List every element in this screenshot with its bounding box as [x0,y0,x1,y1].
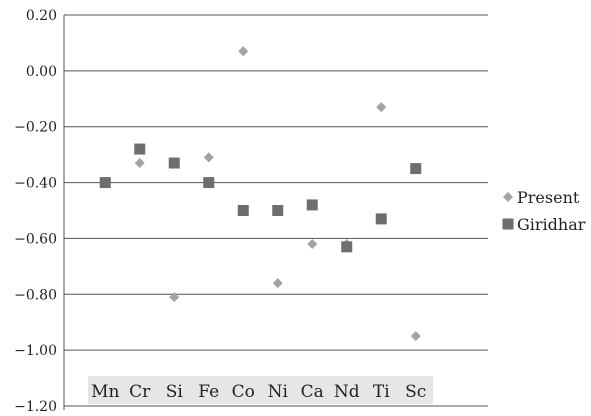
point-giridhar-ti [375,213,387,225]
category-labels: Mn Cr Si Fe Co Ni Ca Nd Ti Sc [88,376,433,404]
y-tick-label: −1.00 [14,343,57,359]
category-label-ni: Ni [268,382,289,402]
legend-label-present: Present [517,188,580,207]
point-present-fe [203,152,214,163]
y-tick-label: −0.40 [14,176,57,192]
point-giridhar-fe [203,177,215,189]
y-tick-label: 0.00 [26,64,57,80]
point-giridhar-mn [99,177,111,189]
gridlines [64,14,488,407]
point-present-cr [134,158,145,169]
point-present-si [169,292,180,303]
legend-marker-present [503,192,513,202]
category-label-fe: Fe [198,382,219,402]
legend-marker-giridhar [502,218,514,230]
category-label-nd: Nd [334,382,360,402]
y-tick-label: −0.80 [14,287,57,303]
point-present-sc [410,331,421,342]
category-label-cr: Cr [129,382,151,402]
point-giridhar-sc [410,163,422,175]
point-giridhar-nd [341,241,353,253]
point-giridhar-si [168,157,180,169]
point-giridhar-co [237,205,249,216]
point-present-ca [307,239,318,250]
legend-label-giridhar: Giridhar [517,215,586,234]
point-present-ti [376,102,387,113]
category-label-co: Co [232,382,255,402]
data-points [99,46,422,342]
y-tick-label: −0.60 [14,231,57,247]
point-present-ni [272,278,283,289]
y-tick-label: −0.20 [14,120,57,136]
point-giridhar-ca [306,199,318,211]
point-giridhar-cr [134,143,146,155]
category-label-sc: Sc [405,382,426,402]
category-label-ti: Ti [373,382,390,402]
category-label-mn: Mn [91,382,119,402]
point-giridhar-ni [272,205,284,216]
category-label-si: Si [166,382,184,402]
legend: Present Giridhar [502,188,586,234]
category-label-band [88,376,433,404]
y-tick-label: −1.20 [14,399,57,415]
y-tick-labels: 0.20 0.00 −0.20 −0.40 −0.60 −0.80 −1.00 −1.20 [14,8,57,415]
point-present-co [238,46,249,57]
y-tick-label: 0.20 [26,8,57,24]
category-label-ca: Ca [301,382,324,402]
